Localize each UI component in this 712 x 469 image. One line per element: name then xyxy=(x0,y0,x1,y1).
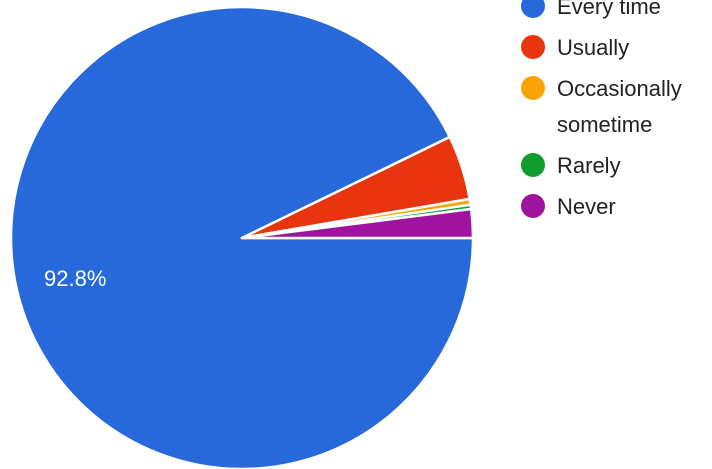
legend-label: Occasionally xyxy=(557,76,682,101)
legend-label: Never xyxy=(557,194,616,219)
pie-data-labels: 92.8% xyxy=(44,266,106,291)
pie-slice-never xyxy=(240,207,475,240)
legend-label: Rarely xyxy=(557,153,621,178)
legend-item-occasionally-sometime: Occasionally sometime xyxy=(521,76,682,137)
legend-item-rarely: Rarely xyxy=(521,153,621,178)
legend-marker xyxy=(521,153,545,177)
legend: Every time Usually Occasionally sometime Rar… xyxy=(521,0,682,219)
legend-label: Usually xyxy=(557,35,629,60)
legend-item-every-time: Every time xyxy=(521,0,661,19)
pie-slices xyxy=(9,5,475,469)
legend-marker xyxy=(521,194,545,218)
legend-marker xyxy=(521,35,545,59)
data-label-every-time: 92.8% xyxy=(44,266,106,291)
legend-marker xyxy=(521,0,545,18)
legend-marker xyxy=(521,76,545,100)
legend-item-usually: Usually xyxy=(521,35,629,60)
legend-item-never: Never xyxy=(521,194,616,219)
legend-label: sometime xyxy=(557,112,652,137)
legend-label: Every time xyxy=(557,0,661,19)
